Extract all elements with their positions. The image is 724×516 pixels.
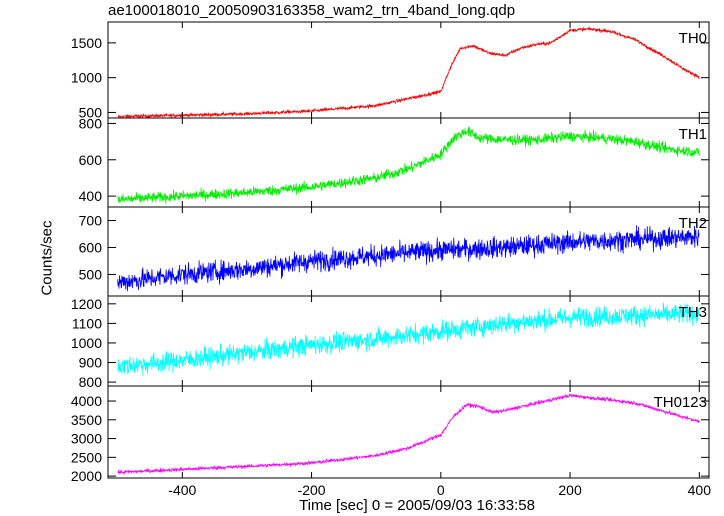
panel-frame-th0: [107, 21, 710, 119]
panel-label-th1: TH1: [679, 126, 707, 143]
series-line-th0123: [117, 393, 700, 476]
y-tick-label-th2-500: 500: [79, 266, 103, 282]
x-tick-label-200: 200: [558, 482, 582, 498]
chart-title: ae100018010_20050903163358_wam2_trn_4ban…: [108, 2, 516, 19]
y-tick-label-th3-1000: 1000: [71, 335, 102, 351]
y-tick-label-th3-1200: 1200: [71, 296, 102, 312]
panel-th3: 800 900 1000 1100 1200 TH3: [71, 295, 710, 390]
x-tick-label--200: -200: [298, 482, 326, 498]
panel-label-th0: TH0: [679, 30, 707, 47]
x-tick-label--400: -400: [168, 482, 196, 498]
x-tick-label-400: 400: [688, 482, 712, 498]
y-tick-label-th0123-4000: 4000: [71, 393, 102, 409]
y-tick-label-th0123-2000: 2000: [71, 468, 102, 484]
y-tick-label-th2-700: 700: [79, 212, 103, 228]
series-line-th0: [117, 26, 700, 120]
x-axis-label: Time [sec] 0 = 2005/09/03 16:33:58: [299, 497, 535, 514]
y-tick-label-th2-600: 600: [79, 239, 103, 255]
y-tick-label-th3-800: 800: [79, 374, 103, 390]
y-tick-label-th0-500: 500: [79, 104, 103, 120]
y-tick-label-th0123-2500: 2500: [71, 449, 102, 465]
panel-label-th3: TH3: [679, 304, 707, 321]
series-line-th1: [117, 126, 700, 204]
y-tick-label-th0-1500: 1500: [71, 35, 102, 51]
panel-label-th0123: TH0123: [654, 394, 707, 411]
panel-frame-th0123: [107, 385, 710, 479]
y-tick-label-th3-1100: 1100: [72, 315, 102, 331]
panel-th2: 500 600 700 TH2: [79, 206, 710, 297]
panel-frame-th1: [107, 117, 710, 208]
panel-label-th2: TH2: [679, 215, 707, 232]
y-tick-label-th0123-3500: 3500: [71, 412, 102, 428]
y-tick-label-th0123-3000: 3000: [71, 431, 102, 447]
x-tick-label-0: 0: [437, 482, 445, 498]
y-tick-label-th1-800: 800: [79, 115, 103, 131]
panel-th0: 500 1000 1500 TH0: [71, 21, 710, 120]
panel-frame-th3: [107, 295, 710, 387]
panel-th1: 400 600 800 TH1: [79, 115, 710, 208]
series-line-th2: [117, 225, 700, 292]
y-tick-label-th0-1000: 1000: [71, 70, 102, 86]
y-tick-label-th3-900: 900: [79, 355, 103, 371]
y-tick-label-th1-400: 400: [79, 188, 103, 204]
series-line-th3: [117, 302, 700, 377]
panel-th0123: 2000 2500 3000 3500 4000 TH0123: [71, 385, 710, 484]
y-tick-label-th1-600: 600: [79, 152, 103, 168]
